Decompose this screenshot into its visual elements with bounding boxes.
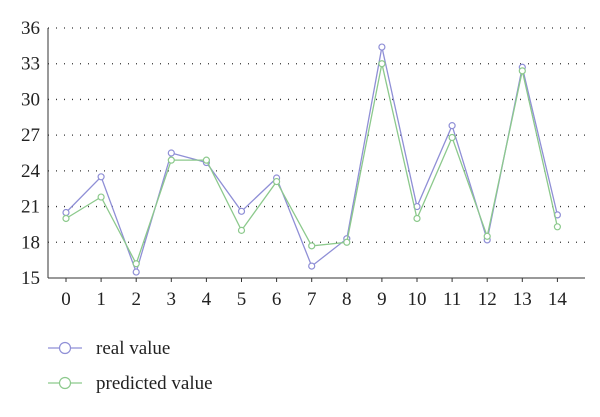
y-tick-label: 36 bbox=[21, 18, 40, 39]
predicted-value-point bbox=[167, 156, 175, 164]
x-tick-label: 14 bbox=[548, 289, 568, 310]
real-value-point bbox=[448, 122, 456, 130]
y-tick-label: 24 bbox=[21, 161, 41, 182]
predicted-value-point bbox=[343, 238, 351, 246]
predicted-value-point bbox=[97, 193, 105, 201]
real-value-point bbox=[97, 173, 105, 181]
x-tick-label: 10 bbox=[408, 289, 427, 310]
x-tick-label: 12 bbox=[478, 289, 497, 310]
x-tick-label: 1 bbox=[96, 289, 106, 310]
real-value-point bbox=[378, 43, 386, 51]
predicted-value-point bbox=[553, 223, 562, 231]
predicted-value-point bbox=[273, 177, 281, 186]
y-tick-label: 33 bbox=[21, 54, 40, 75]
y-tick-label: 21 bbox=[21, 197, 40, 218]
real-value-point bbox=[167, 149, 175, 157]
real-value-point bbox=[237, 207, 246, 215]
real-value-legend-label: real value bbox=[96, 338, 170, 359]
y-tick-label: 27 bbox=[21, 125, 40, 146]
x-tick-label: 5 bbox=[237, 289, 247, 310]
x-tick-label: 2 bbox=[131, 289, 141, 310]
predicted-value-legend-label: predicted value bbox=[96, 373, 213, 394]
grid-lines bbox=[48, 27, 585, 243]
predicted-value-point bbox=[132, 260, 140, 268]
predicted-value-point bbox=[308, 242, 316, 250]
predicted-value-point bbox=[448, 133, 456, 142]
predicted-value-point bbox=[202, 156, 210, 164]
predicted-value-line bbox=[65, 63, 559, 266]
predicted-value-point bbox=[237, 226, 246, 234]
x-tick-label: 9 bbox=[377, 289, 387, 310]
predicted-value-point bbox=[483, 232, 491, 240]
predicted-value-point bbox=[62, 214, 70, 223]
real-value-point bbox=[308, 262, 316, 270]
series-layer bbox=[62, 43, 562, 276]
y-tick-label: 15 bbox=[21, 268, 40, 289]
x-tick-label: 7 bbox=[307, 289, 317, 310]
real-value-legend-marker bbox=[58, 341, 72, 355]
x-tick-label: 13 bbox=[513, 289, 532, 310]
predicted-value-point bbox=[378, 60, 386, 68]
predicted-value-point bbox=[413, 214, 421, 223]
real-value-line bbox=[65, 46, 559, 275]
y-tick-label: 18 bbox=[21, 232, 40, 253]
y-tick-label: 30 bbox=[21, 89, 40, 110]
real-value-point bbox=[62, 208, 70, 217]
predicted-value-point bbox=[518, 67, 526, 75]
x-tick-label: 6 bbox=[272, 289, 282, 310]
x-tick-label: 3 bbox=[167, 289, 177, 310]
legend: real value predicted value bbox=[48, 338, 213, 394]
x-tick-label: 8 bbox=[342, 289, 352, 310]
x-tick-label: 11 bbox=[443, 289, 461, 310]
real-value-point bbox=[132, 268, 140, 276]
predicted-value-legend-marker bbox=[58, 376, 72, 390]
x-tick-label: 0 bbox=[61, 289, 71, 310]
x-tick-label: 4 bbox=[202, 289, 212, 310]
